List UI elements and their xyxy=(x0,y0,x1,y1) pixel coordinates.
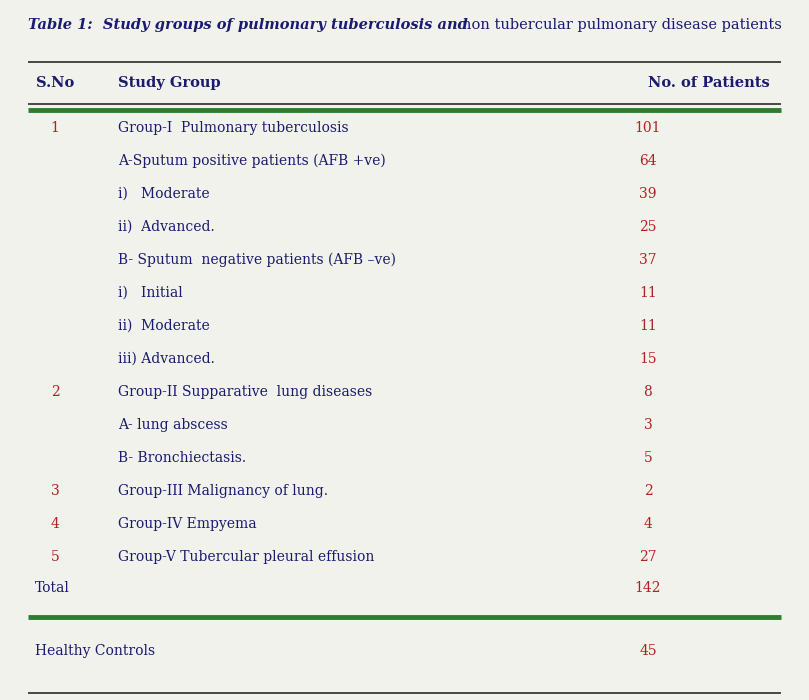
Text: Group-V Tubercular pleural effusion: Group-V Tubercular pleural effusion xyxy=(118,550,375,564)
Text: Group-III Malignancy of lung.: Group-III Malignancy of lung. xyxy=(118,484,328,498)
Text: 3: 3 xyxy=(644,418,652,432)
Text: Healthy Controls: Healthy Controls xyxy=(35,644,155,658)
Text: 45: 45 xyxy=(639,644,657,658)
Text: Group-IV Empyema: Group-IV Empyema xyxy=(118,517,256,531)
Text: 1: 1 xyxy=(50,121,59,135)
Text: No. of Patients: No. of Patients xyxy=(648,76,769,90)
Text: 11: 11 xyxy=(639,319,657,333)
Text: 15: 15 xyxy=(639,352,657,366)
Text: 4: 4 xyxy=(50,517,59,531)
Text: Group-II Supparative  lung diseases: Group-II Supparative lung diseases xyxy=(118,385,372,399)
Text: 2: 2 xyxy=(644,484,652,498)
Text: 64: 64 xyxy=(639,154,657,168)
Text: 25: 25 xyxy=(639,220,657,234)
Text: S.No: S.No xyxy=(36,76,74,90)
Text: iii) Advanced.: iii) Advanced. xyxy=(118,352,215,366)
Text: 39: 39 xyxy=(639,187,657,201)
Text: Table 1:  Study groups of pulmonary tuberculosis and: Table 1: Study groups of pulmonary tuber… xyxy=(28,18,473,32)
Text: 27: 27 xyxy=(639,550,657,564)
Text: Group-I  Pulmonary tuberculosis: Group-I Pulmonary tuberculosis xyxy=(118,121,349,135)
Text: 142: 142 xyxy=(635,581,661,595)
Text: ii)  Advanced.: ii) Advanced. xyxy=(118,220,214,234)
Text: A- lung abscess: A- lung abscess xyxy=(118,418,228,432)
Text: i)   Moderate: i) Moderate xyxy=(118,187,210,201)
Text: 11: 11 xyxy=(639,286,657,300)
Text: 5: 5 xyxy=(644,451,652,465)
Text: 37: 37 xyxy=(639,253,657,267)
Text: Study Group: Study Group xyxy=(118,76,221,90)
Text: A-Sputum positive patients (AFB +ve): A-Sputum positive patients (AFB +ve) xyxy=(118,154,386,168)
Text: 2: 2 xyxy=(51,385,59,399)
Text: Total: Total xyxy=(35,581,70,595)
Text: ii)  Moderate: ii) Moderate xyxy=(118,319,210,333)
Text: 3: 3 xyxy=(51,484,59,498)
Text: 5: 5 xyxy=(51,550,59,564)
Text: 8: 8 xyxy=(644,385,652,399)
Text: 4: 4 xyxy=(644,517,652,531)
Text: 101: 101 xyxy=(635,121,661,135)
Text: B- Bronchiectasis.: B- Bronchiectasis. xyxy=(118,451,246,465)
Text: i)   Initial: i) Initial xyxy=(118,286,183,300)
Text: non tubercular pulmonary disease patients: non tubercular pulmonary disease patient… xyxy=(462,18,782,32)
Text: B- Sputum  negative patients (AFB –ve): B- Sputum negative patients (AFB –ve) xyxy=(118,253,396,267)
